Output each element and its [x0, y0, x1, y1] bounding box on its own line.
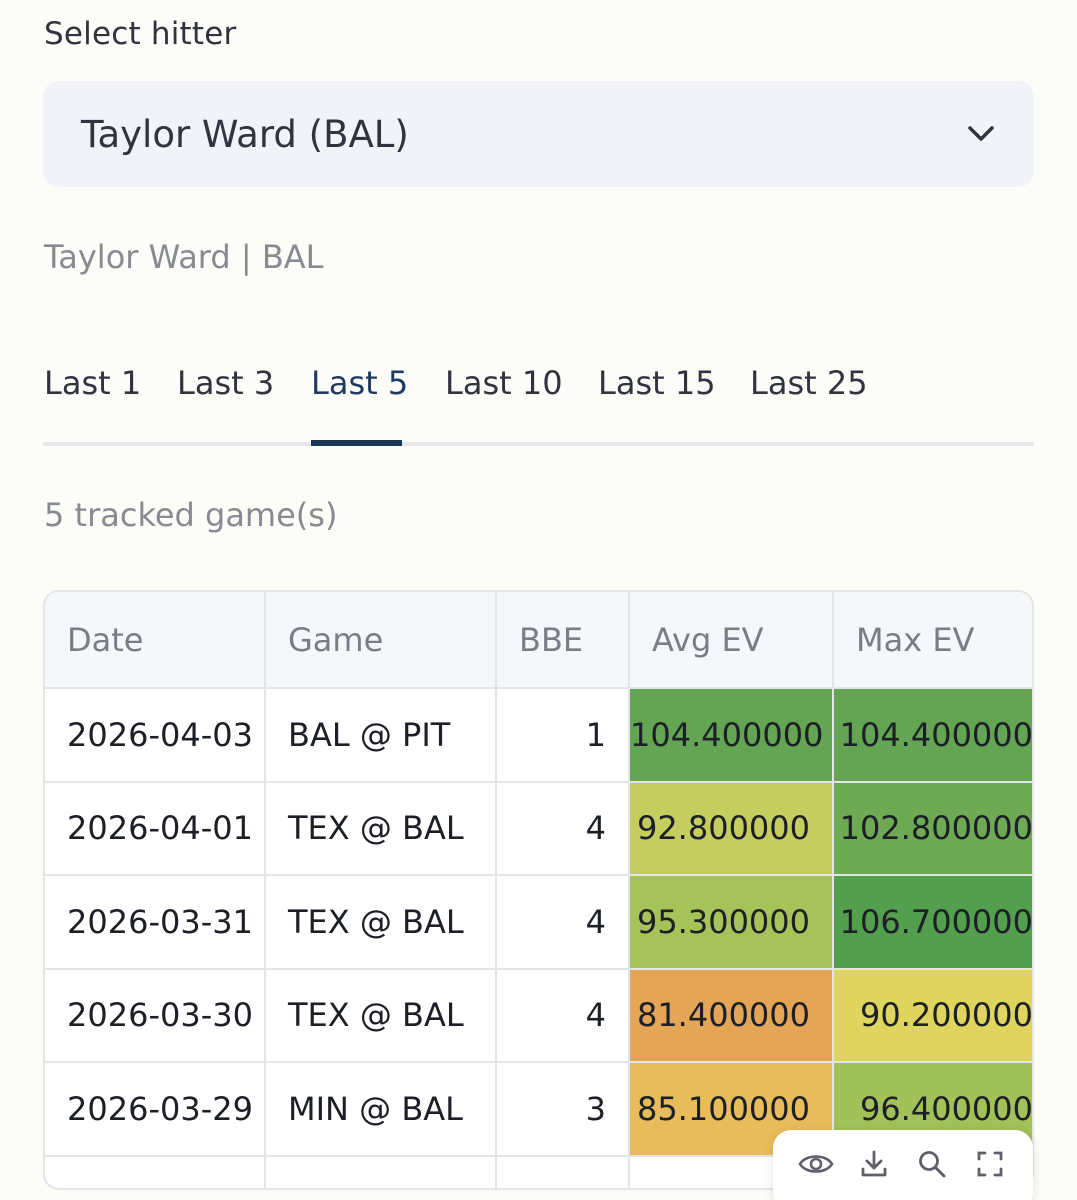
hitter-select-value: Taylor Ward (BAL) [81, 112, 409, 156]
eye-icon[interactable] [796, 1144, 836, 1184]
cell-bbe: 1 [496, 688, 630, 783]
cell-date: 2026-04-03 [45, 688, 266, 783]
cell-bbe: 4 [496, 968, 630, 1063]
cell-max-ev: 102.800000 [833, 781, 1032, 876]
cell-avg-ev: 92.800000 [629, 781, 834, 876]
search-icon[interactable] [912, 1144, 952, 1184]
cell-avg-ev: 95.300000 [629, 875, 834, 970]
tab-last-25[interactable]: Last 25 [750, 364, 868, 402]
cell-game: TEX @ BAL [265, 875, 497, 970]
column-header-bbe[interactable]: BBE [496, 592, 630, 689]
tab-last-10[interactable]: Last 10 [445, 364, 563, 402]
tab-bar: Last 1 Last 3 Last 5 Last 10 Last 15 Las… [43, 342, 1034, 446]
cell-date: 2026-03-30 [45, 968, 266, 1063]
table-row[interactable]: 2026-03-31 TEX @ BAL 4 95.300000 106.700000 [45, 875, 1032, 970]
cell-max-ev: 90.200000 [833, 968, 1032, 1063]
column-header-date[interactable]: Date [45, 592, 266, 689]
fullscreen-icon[interactable] [970, 1144, 1010, 1184]
tab-last-15[interactable]: Last 15 [598, 364, 716, 402]
download-icon[interactable] [854, 1144, 894, 1184]
column-header-avg-ev[interactable]: Avg EV [629, 592, 834, 689]
cell-date: 2026-03-31 [45, 875, 266, 970]
hitter-select[interactable]: Taylor Ward (BAL) [43, 81, 1034, 187]
cell-date: 2026-04-01 [45, 781, 266, 876]
cell-game: BAL @ PIT [265, 688, 497, 783]
cell-game: MIN @ BAL [265, 1062, 497, 1157]
table-row[interactable]: 2026-04-01 TEX @ BAL 4 92.800000 102.800000 [45, 781, 1032, 876]
chevron-down-icon [966, 119, 996, 149]
cell-bbe: 3 [496, 1062, 630, 1157]
cell-bbe: 4 [496, 875, 630, 970]
cell-bbe [496, 1155, 630, 1188]
player-caption: Taylor Ward | BAL [44, 238, 324, 276]
cell-bbe: 4 [496, 781, 630, 876]
table-row[interactable]: 2026-04-03 BAL @ PIT 1 104.400000 104.400000 [45, 688, 1032, 783]
table-row[interactable]: 2026-03-30 TEX @ BAL 4 81.400000 90.200000 [45, 968, 1032, 1063]
games-count: 5 tracked game(s) [44, 496, 338, 534]
tab-last-1[interactable]: Last 1 [44, 364, 142, 402]
cell-date: 2026-03-29 [45, 1062, 266, 1157]
stats-table[interactable]: Date Game BBE Avg EV Max EV 2026-04-03 BA… [43, 590, 1034, 1190]
column-header-max-ev[interactable]: Max EV [833, 592, 1032, 689]
cell-avg-ev: 81.400000 [629, 968, 834, 1063]
table-header-row: Date Game BBE Avg EV Max EV [45, 592, 1032, 689]
cell-game: TEX @ BAL [265, 781, 497, 876]
column-header-game[interactable]: Game [265, 592, 497, 689]
table-toolbar [773, 1130, 1033, 1200]
cell-max-ev: 104.400000 [833, 688, 1032, 783]
cell-game [265, 1155, 497, 1188]
tab-last-3[interactable]: Last 3 [177, 364, 275, 402]
cell-avg-ev: 104.400000 [629, 688, 834, 783]
cell-date [45, 1155, 266, 1188]
cell-max-ev: 106.700000 [833, 875, 1032, 970]
tab-last-5[interactable]: Last 5 [311, 364, 409, 402]
cell-game: TEX @ BAL [265, 968, 497, 1063]
select-hitter-label: Select hitter [44, 16, 237, 52]
active-tab-indicator [311, 440, 402, 446]
